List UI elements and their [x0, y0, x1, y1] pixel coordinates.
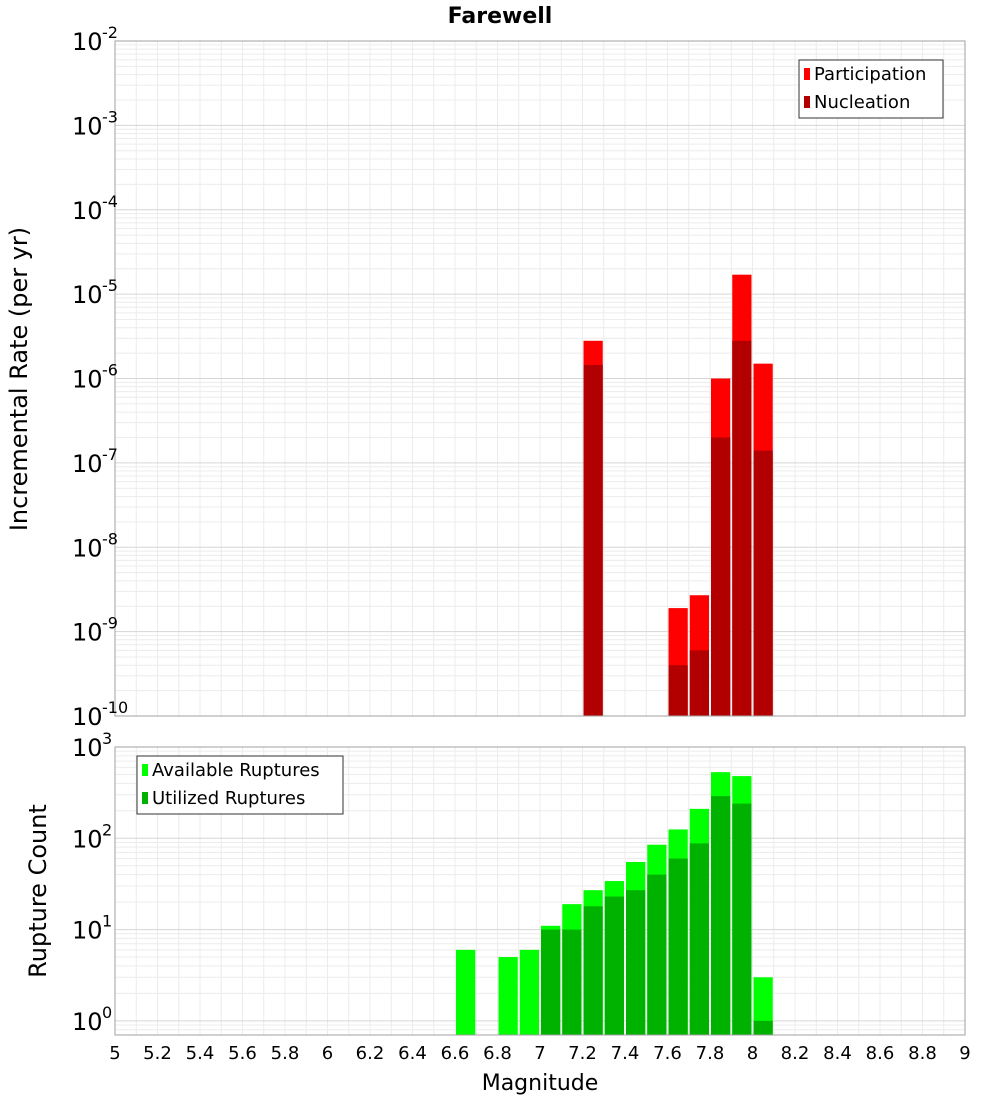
bottom-y-tick-exponent: 0	[102, 1003, 112, 1022]
x-tick-label: 7.8	[696, 1043, 725, 1064]
x-axis-label: Magnitude	[482, 1071, 599, 1096]
bottom-bar-available-ruptures	[753, 977, 773, 1035]
x-tick-label: 6.8	[483, 1043, 512, 1064]
bottom-bar-utilized-ruptures	[753, 1020, 773, 1035]
top-bar-nucleation	[689, 650, 709, 716]
top-y-tick-label: 10	[72, 450, 103, 478]
bottom-bar-utilized-ruptures	[583, 906, 603, 1035]
top-y-tick-label: 10	[72, 112, 103, 140]
x-tick-label: 6	[322, 1043, 333, 1064]
top-y-tick-exponent: -3	[102, 107, 118, 126]
bottom-bar-available-ruptures	[519, 949, 539, 1035]
top-y-axis-label: Incremental Rate (per yr)	[5, 227, 33, 531]
top-y-tick-label: 10	[72, 534, 103, 562]
top-y-tick-exponent: -6	[102, 361, 118, 380]
top-y-tick-exponent: -8	[102, 529, 118, 548]
top-y-tick-label: 10	[72, 197, 103, 225]
bottom-plot-frame	[114, 746, 966, 1036]
bottom-bar-available-ruptures	[456, 949, 476, 1035]
top-bar-nucleation	[583, 364, 603, 716]
bottom-legend-label: Available Ruptures	[152, 760, 320, 781]
bottom-legend-box	[136, 755, 344, 815]
top-y-tick-exponent: -2	[102, 23, 118, 42]
top-y-tick-exponent: -7	[102, 445, 118, 464]
bottom-y-tick-label: 10	[72, 917, 103, 945]
x-tick-label: 8.8	[908, 1043, 937, 1064]
x-tick-label: 5.4	[186, 1043, 215, 1064]
bottom-y-tick-label: 10	[72, 1008, 103, 1036]
bottom-y-tick-exponent: 1	[102, 912, 112, 931]
top-y-tick-exponent: -9	[102, 614, 118, 633]
bottom-y-tick-exponent: 3	[102, 729, 112, 748]
top-y-tick-exponent: -10	[102, 698, 128, 717]
x-tick-label: 7.6	[653, 1043, 682, 1064]
bottom-bar-utilized-ruptures	[541, 929, 561, 1035]
bottom-bar-utilized-ruptures	[626, 890, 646, 1035]
top-bar-nucleation	[753, 450, 773, 716]
bottom-y-axis-label: Rupture Count	[24, 804, 52, 978]
top-bar-nucleation	[711, 437, 731, 716]
x-tick-label: 8.2	[781, 1043, 810, 1064]
x-tick-label: 5.6	[228, 1043, 257, 1064]
bottom-y-tick-label: 10	[72, 825, 103, 853]
bottom-legend-swatch	[142, 764, 148, 776]
bottom-bar-available-ruptures	[498, 957, 518, 1035]
top-y-tick-label: 10	[72, 619, 103, 647]
x-tick-label: 8.6	[866, 1043, 895, 1064]
top-legend-label: Nucleation	[814, 92, 910, 113]
x-tick-label: 7	[534, 1043, 545, 1064]
bottom-bar-utilized-ruptures	[604, 896, 624, 1035]
bottom-bar-utilized-ruptures	[711, 796, 731, 1035]
top-bar-nucleation	[732, 340, 752, 716]
top-y-tick-label: 10	[72, 703, 103, 731]
x-tick-label: 5.2	[143, 1043, 172, 1064]
top-legend-box	[798, 59, 944, 119]
bottom-bar-utilized-ruptures	[647, 874, 667, 1035]
top-y-tick-label: 10	[72, 28, 103, 56]
bottom-y-tick-label: 10	[72, 734, 103, 762]
bottom-legend-swatch	[142, 792, 148, 804]
chart-title: Farewell	[448, 4, 553, 29]
x-tick-label: 8.4	[823, 1043, 852, 1064]
x-tick-label: 9	[959, 1043, 970, 1064]
x-tick-label: 5.8	[271, 1043, 300, 1064]
top-plot-frame	[114, 40, 966, 717]
x-tick-label: 6.4	[398, 1043, 427, 1064]
top-legend-label: Participation	[814, 64, 926, 85]
top-bar-nucleation	[668, 665, 688, 716]
bottom-bar-utilized-ruptures	[689, 843, 709, 1035]
top-legend-swatch	[804, 96, 810, 108]
x-tick-label: 6.2	[356, 1043, 385, 1064]
top-y-tick-exponent: -4	[102, 192, 118, 211]
x-tick-label: 7.4	[611, 1043, 640, 1064]
x-tick-label: 6.6	[441, 1043, 470, 1064]
bottom-bar-utilized-ruptures	[668, 858, 688, 1035]
top-y-tick-exponent: -5	[102, 276, 118, 295]
top-legend-swatch	[804, 68, 810, 80]
top-y-tick-label: 10	[72, 366, 103, 394]
x-tick-label: 5	[109, 1043, 120, 1064]
bottom-bar-utilized-ruptures	[562, 929, 582, 1035]
bottom-bar-utilized-ruptures	[732, 803, 752, 1035]
top-y-tick-label: 10	[72, 281, 103, 309]
bottom-y-tick-exponent: 2	[102, 820, 112, 839]
x-tick-label: 7.2	[568, 1043, 597, 1064]
top-plot-area: 10-210-310-410-510-610-710-810-910 -10Par…	[72, 23, 966, 731]
x-tick-label: 8	[747, 1043, 758, 1064]
bottom-legend-label: Utilized Ruptures	[152, 788, 305, 809]
